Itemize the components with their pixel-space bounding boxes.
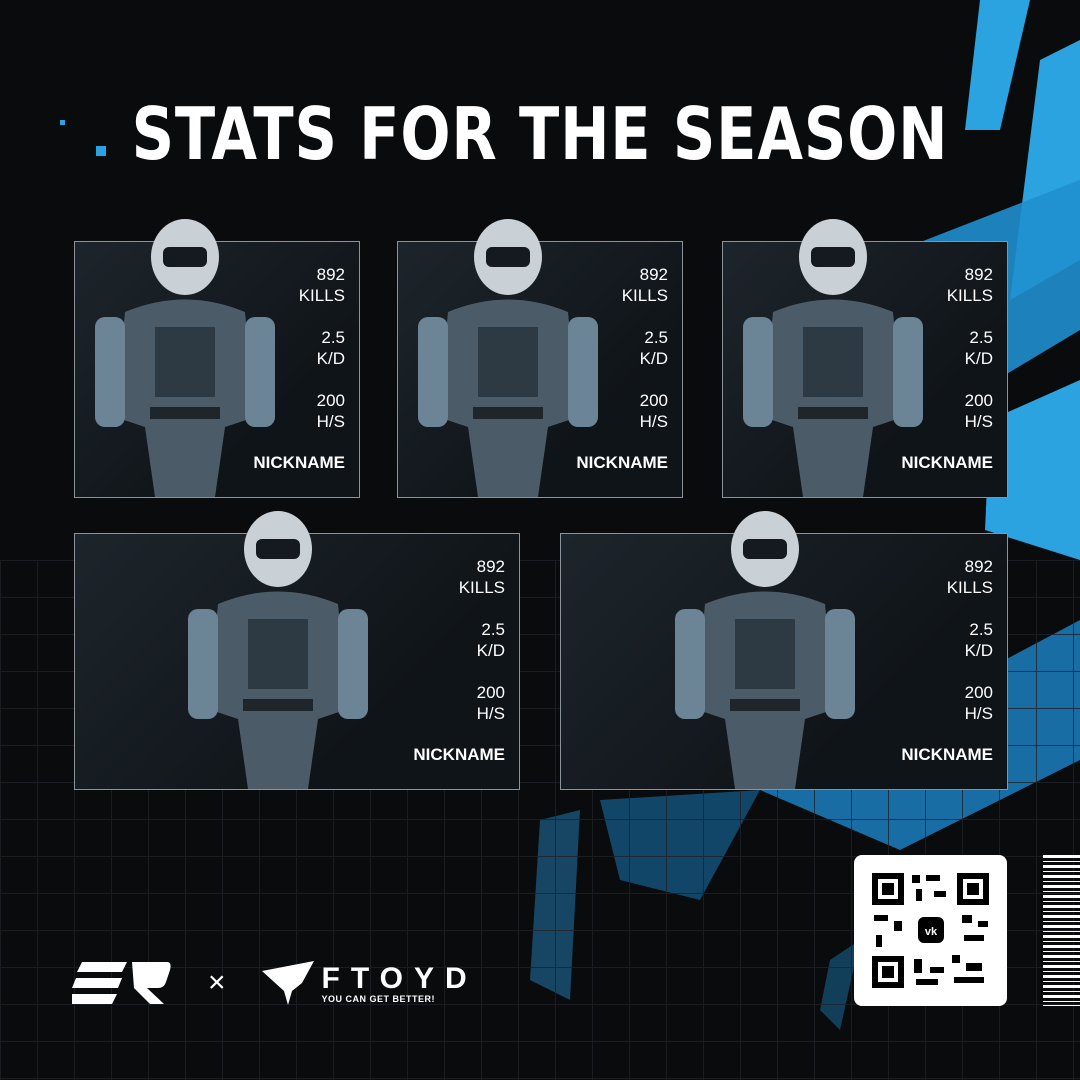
hs-label: H/S bbox=[639, 412, 668, 431]
kd-label: K/D bbox=[964, 641, 993, 660]
page-title: STATS FOR THE SEASON bbox=[131, 92, 949, 176]
hs-label: H/S bbox=[476, 704, 505, 723]
soldier-image bbox=[178, 509, 378, 789]
barcode bbox=[1043, 855, 1080, 1006]
nickname: NICKNAME bbox=[413, 745, 505, 764]
soldier-image bbox=[733, 217, 933, 497]
kd-label: K/D bbox=[964, 349, 993, 368]
kills-value: 892 bbox=[964, 265, 993, 284]
kd-value: 2.5 bbox=[969, 620, 993, 639]
kd-label: K/D bbox=[476, 641, 505, 660]
nickname: NICKNAME bbox=[901, 453, 993, 472]
kills-value: 892 bbox=[639, 265, 668, 284]
kd-value: 2.5 bbox=[644, 328, 668, 347]
soldier-image bbox=[665, 509, 865, 789]
player-card: 892 KILLS 2.5 K/D 200 H/S NICKNAME bbox=[397, 219, 683, 498]
soldier-image bbox=[408, 217, 608, 497]
soldier-image bbox=[85, 217, 285, 497]
nickname: NICKNAME bbox=[253, 453, 345, 472]
nickname: NICKNAME bbox=[576, 453, 668, 472]
kills-value: 892 bbox=[476, 557, 505, 576]
kills-label: KILLS bbox=[946, 578, 993, 597]
hs-label: H/S bbox=[964, 704, 993, 723]
hs-label: H/S bbox=[316, 412, 345, 431]
hs-value: 200 bbox=[964, 391, 993, 410]
footer-logos: × FTOYD YOU CAN GET BETTER! bbox=[72, 960, 478, 1006]
player-card: 892 KILLS 2.5 K/D 200 H/S NICKNAME bbox=[74, 219, 360, 498]
kills-label: KILLS bbox=[298, 286, 345, 305]
qr-code[interactable]: vk bbox=[854, 855, 1007, 1006]
player-card: 892 KILLS 2.5 K/D 200 H/S NICKNAME bbox=[560, 511, 1008, 790]
er-logo bbox=[72, 962, 171, 1004]
ftoyd-brand: FTOYD YOU CAN GET BETTER! bbox=[321, 962, 478, 1004]
kills-label: KILLS bbox=[458, 578, 505, 597]
kills-value: 892 bbox=[964, 557, 993, 576]
player-card: 892 KILLS 2.5 K/D 200 H/S NICKNAME bbox=[722, 219, 1008, 498]
kd-label: K/D bbox=[316, 349, 345, 368]
nickname: NICKNAME bbox=[901, 745, 993, 764]
hs-value: 200 bbox=[476, 683, 505, 702]
player-card: 892 KILLS 2.5 K/D 200 H/S NICKNAME bbox=[74, 511, 520, 790]
hs-value: 200 bbox=[964, 683, 993, 702]
hs-value: 200 bbox=[316, 391, 345, 410]
kills-value: 892 bbox=[316, 265, 345, 284]
kd-value: 2.5 bbox=[321, 328, 345, 347]
collab-separator: × bbox=[208, 966, 226, 999]
hs-value: 200 bbox=[639, 391, 668, 410]
kd-value: 2.5 bbox=[969, 328, 993, 347]
ftoyd-logo-icon bbox=[261, 961, 314, 1005]
kd-value: 2.5 bbox=[481, 620, 505, 639]
kills-label: KILLS bbox=[946, 286, 993, 305]
kd-label: K/D bbox=[639, 349, 668, 368]
hs-label: H/S bbox=[964, 412, 993, 431]
kills-label: KILLS bbox=[621, 286, 668, 305]
vk-icon: vk bbox=[925, 926, 938, 938]
